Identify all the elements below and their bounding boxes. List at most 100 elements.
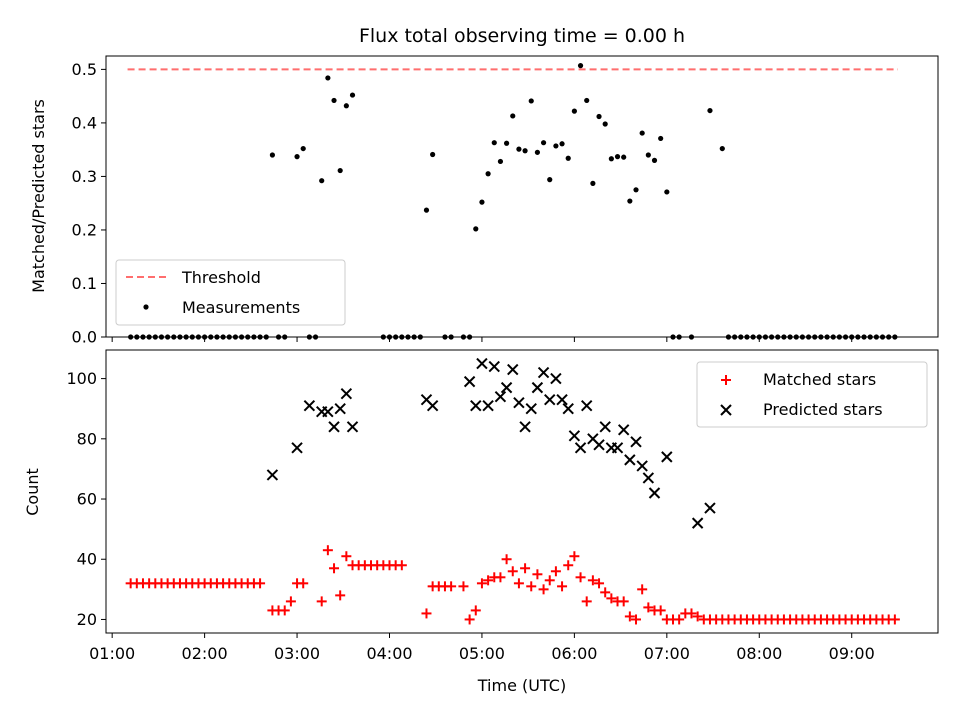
bottom-x-tick-label: 06:00 <box>551 644 597 663</box>
bottom-x-tick-label: 08:00 <box>736 644 782 663</box>
matched-star-point <box>655 605 666 616</box>
measurement-point <box>214 334 220 340</box>
measurement-point <box>263 334 269 340</box>
predicted-star-point <box>574 442 587 454</box>
matched-star-point <box>446 581 457 592</box>
measurement-point <box>337 167 343 174</box>
measurement-point <box>430 151 436 158</box>
predicted-star-point <box>507 363 519 376</box>
measurement-point <box>732 334 738 340</box>
measurement-point <box>399 334 405 340</box>
predicted-star-point <box>322 406 334 418</box>
measurement-point <box>257 334 263 340</box>
predicted-star-point <box>568 430 581 442</box>
bottom-y-tick-label: 100 <box>66 369 97 388</box>
measurement-point <box>516 146 522 152</box>
measurement-point <box>208 334 214 340</box>
legend-threshold-label: Threshold <box>181 268 261 287</box>
measurement-point <box>189 334 195 340</box>
measurement-point <box>787 334 793 340</box>
measurement-point <box>448 334 454 340</box>
measurement-point <box>220 334 226 340</box>
measurement-point <box>775 334 781 340</box>
bottom-y-ticks: 20 40 60 80 100 <box>66 369 106 629</box>
measurement-point <box>269 152 275 158</box>
predicted-star-point <box>617 424 630 436</box>
matched-star-point <box>298 578 309 589</box>
predicted-star-point <box>611 442 624 454</box>
top-y-axis-label: Matched/Predicted stars <box>29 99 48 293</box>
measurement-point <box>534 149 541 155</box>
measurement-point <box>294 154 300 160</box>
measurement-point <box>251 334 257 340</box>
predicted-star-point <box>291 442 303 454</box>
matched-star-point <box>279 605 290 616</box>
measurement-point <box>596 113 602 120</box>
top-y-tick-label: 0.2 <box>72 220 97 239</box>
predicted-star-point <box>525 403 537 415</box>
top-y-tick-label: 0.3 <box>72 167 97 186</box>
matched-star-point <box>889 614 900 625</box>
matched-star-point <box>396 560 407 571</box>
measurement-point <box>319 178 325 184</box>
bottom-legend: Matched stars Predicted stars <box>696 361 928 428</box>
predicted-star-point <box>562 403 574 415</box>
top-axes: 0.0 0.1 0.2 0.3 0.4 0.5 Matched/Predicted sta… <box>29 55 939 347</box>
legend-matched-swatch <box>721 375 731 385</box>
legend-measurements-label: Measurements <box>182 298 300 317</box>
predicted-star-point <box>556 393 568 406</box>
predicted-star-point <box>581 399 593 412</box>
predicted-star-point <box>426 399 439 412</box>
matched-star-point <box>520 563 531 574</box>
bottom-y-tick-label: 80 <box>77 429 97 448</box>
predicted-star-point <box>544 393 556 406</box>
matched-star-point <box>285 596 296 607</box>
measurement-point <box>645 152 651 158</box>
measurement-point <box>707 107 713 114</box>
matched-star-point <box>501 554 512 565</box>
top-y-tick-label: 0.5 <box>72 60 97 79</box>
measurement-point <box>565 155 571 161</box>
measurement-point <box>547 177 553 183</box>
predicted-star-point <box>476 357 488 370</box>
matched-star-point <box>470 605 481 616</box>
matched-star-point <box>544 575 555 586</box>
predicted-star-point <box>519 421 531 433</box>
measurement-point <box>405 334 411 340</box>
matched-star-point <box>575 572 586 583</box>
measurement-point <box>152 334 158 340</box>
bottom-x-tick-label: 02:00 <box>182 644 228 663</box>
measurement-point <box>312 334 319 340</box>
matched-star-point <box>458 581 469 592</box>
predicted-star-point <box>463 375 476 388</box>
predicted-star-point <box>500 381 513 394</box>
measurement-point <box>195 334 202 340</box>
matched-star-point <box>329 563 340 574</box>
matched-stars-points <box>125 545 900 625</box>
measurement-point <box>497 158 504 165</box>
measurement-point <box>325 75 331 81</box>
bottom-y-tick-label: 60 <box>77 490 97 509</box>
measurement-point <box>756 334 762 340</box>
predicted-star-point <box>599 421 611 433</box>
matched-star-point <box>495 572 506 583</box>
measurement-point <box>781 334 787 340</box>
measurement-point <box>571 108 577 114</box>
matched-star-point <box>526 581 537 592</box>
measurement-point <box>510 113 516 119</box>
predicted-star-point <box>648 487 661 499</box>
measurement-point <box>867 334 873 340</box>
measurement-point <box>584 97 590 104</box>
predicted-star-point <box>303 399 316 412</box>
measurement-point <box>799 334 806 340</box>
measurement-point <box>202 334 208 340</box>
measurement-point <box>886 334 892 340</box>
bottom-y-tick-label: 20 <box>77 610 97 629</box>
matched-star-point <box>692 611 703 622</box>
measurement-point <box>658 135 664 142</box>
legend-matched-label: Matched stars <box>763 370 876 389</box>
predicted-star-point <box>642 472 655 484</box>
matched-star-point <box>624 611 635 622</box>
measurement-point <box>793 334 799 340</box>
